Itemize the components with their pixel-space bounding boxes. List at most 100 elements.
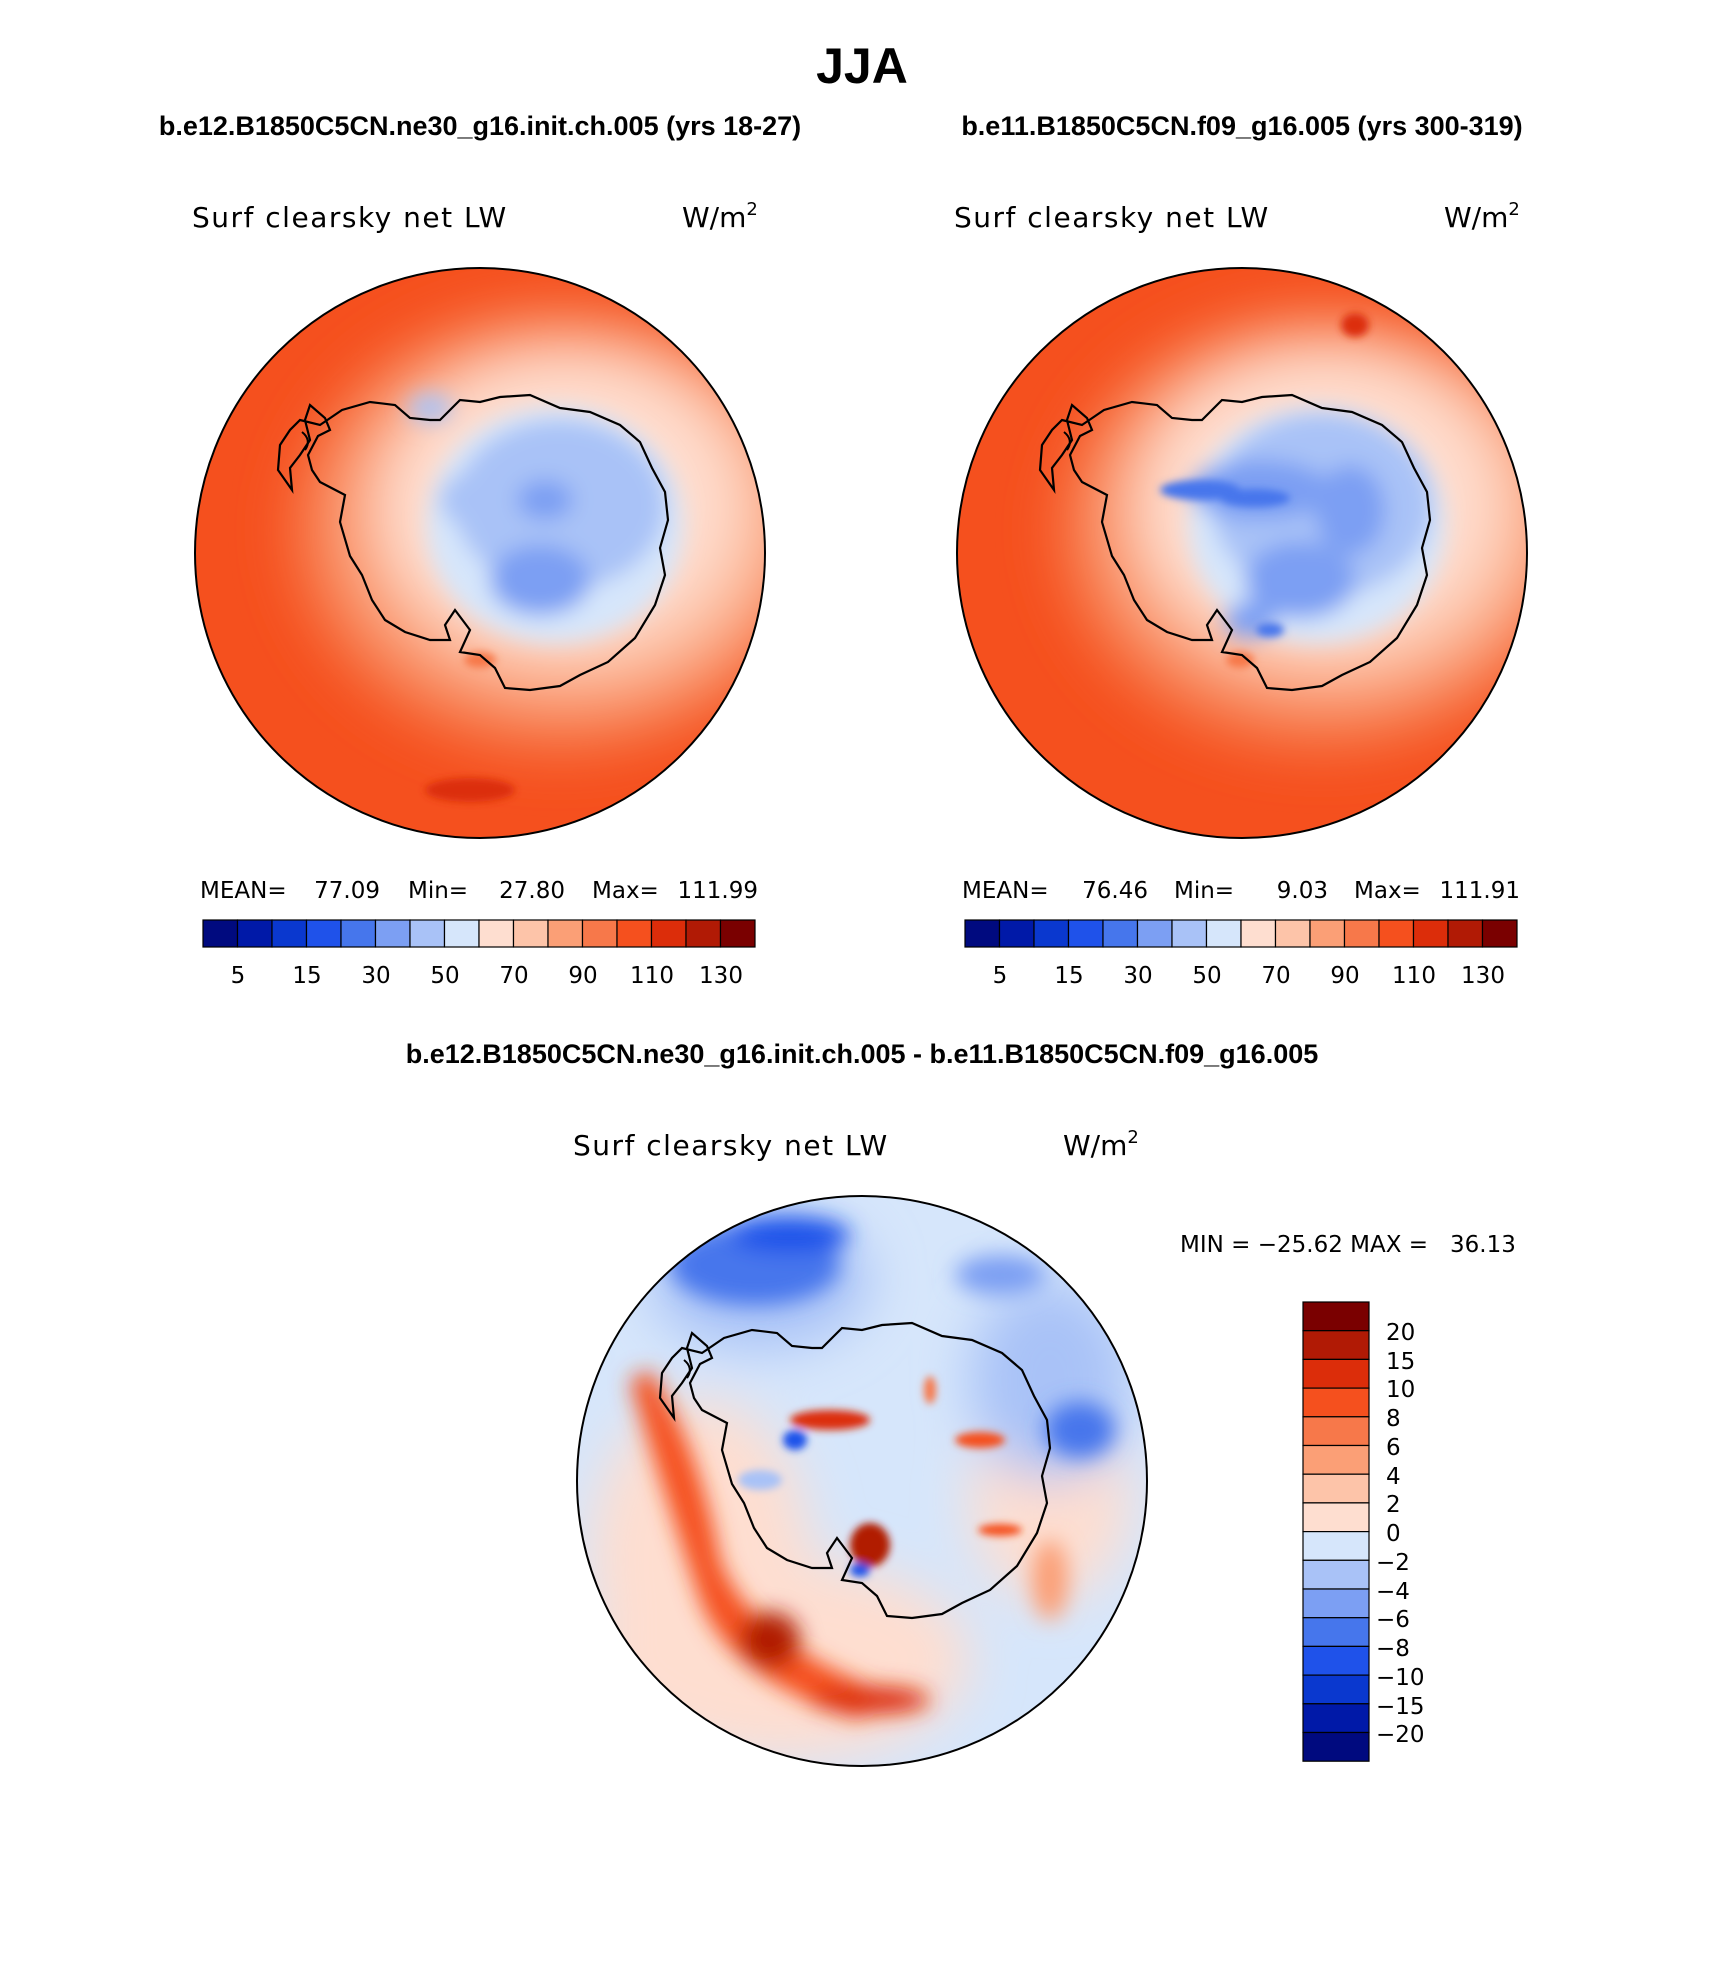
panel-right-tick: 130 bbox=[1461, 963, 1505, 989]
difference-tick: 10 bbox=[1386, 1377, 1415, 1403]
colorbar-swatch bbox=[1033, 919, 1070, 948]
colorbar-swatch bbox=[1412, 919, 1449, 948]
panel-right-variable-label: Surf clearsky net LW bbox=[954, 201, 1270, 234]
panel-left-tick: 5 bbox=[231, 963, 246, 989]
panel-right-tick: 110 bbox=[1392, 963, 1436, 989]
colorbar-swatch bbox=[1302, 1473, 1370, 1504]
panel-right-tick: 15 bbox=[1054, 963, 1083, 989]
colorbar-swatch bbox=[1447, 919, 1484, 948]
colorbar-swatch bbox=[1067, 919, 1104, 948]
colorbar-swatch bbox=[271, 919, 308, 948]
colorbar-swatch bbox=[685, 919, 722, 948]
panel-left-tick: 90 bbox=[568, 963, 597, 989]
difference-tick: −15 bbox=[1376, 1694, 1425, 1720]
difference-tick: −20 bbox=[1376, 1722, 1425, 1748]
colorbar-swatch bbox=[547, 919, 584, 948]
panel-left-tick: 70 bbox=[499, 963, 528, 989]
colorbar-swatch bbox=[1302, 1416, 1370, 1447]
panel-left-map-border bbox=[194, 267, 766, 839]
panel-left-min-label: Min= bbox=[408, 878, 468, 904]
colorbar-swatch bbox=[202, 919, 239, 948]
panel-left-tick: 50 bbox=[430, 963, 459, 989]
difference-tick: −8 bbox=[1376, 1636, 1410, 1662]
colorbar-swatch bbox=[581, 919, 618, 948]
panel-right-min-value: 9.03 bbox=[1277, 878, 1328, 904]
panel-left-max-label: Max= bbox=[592, 878, 659, 904]
colorbar-swatch bbox=[719, 919, 756, 948]
colorbar-swatch bbox=[1302, 1444, 1370, 1475]
difference-tick: 6 bbox=[1386, 1435, 1401, 1461]
difference-tick: −10 bbox=[1376, 1665, 1425, 1691]
panel-left-peninsula bbox=[301, 431, 309, 451]
panel-right-max-value: 111.91 bbox=[1440, 878, 1520, 904]
panel-left-tick: 130 bbox=[699, 963, 743, 989]
difference-units: W/m2 bbox=[1063, 1127, 1139, 1162]
panel-left-tick: 15 bbox=[292, 963, 321, 989]
panel-right-coastline bbox=[1038, 393, 1432, 692]
colorbar-swatch bbox=[1378, 919, 1415, 948]
difference-peninsula bbox=[683, 1359, 691, 1379]
colorbar-swatch bbox=[340, 919, 377, 948]
panel-right-colorbar-ticks: 5 15 30 50 70 90 110 130 bbox=[993, 963, 1505, 989]
difference-tick: −2 bbox=[1376, 1550, 1410, 1576]
panel-right-tick: 5 bbox=[993, 963, 1008, 989]
colorbar-swatch bbox=[1240, 919, 1277, 948]
colorbar-swatch bbox=[1343, 919, 1380, 948]
difference-tick: 0 bbox=[1386, 1521, 1401, 1547]
difference-map-border bbox=[576, 1195, 1148, 1767]
panel-right-map-border bbox=[956, 267, 1528, 839]
colorbar-swatch bbox=[1102, 919, 1139, 948]
colorbar-swatch bbox=[478, 919, 515, 948]
colorbar-swatch bbox=[1302, 1703, 1370, 1734]
panel-left-map bbox=[195, 268, 765, 838]
panel-left-case-title: b.e12.B1850C5CN.ne30_g16.init.ch.005 (yr… bbox=[159, 111, 801, 141]
colorbar-swatch bbox=[650, 919, 687, 948]
figure-title: JJA bbox=[816, 38, 908, 94]
colorbar-swatch bbox=[1302, 1588, 1370, 1619]
panel-left-mean-label: MEAN= bbox=[200, 878, 287, 904]
difference-tick: −4 bbox=[1376, 1579, 1410, 1605]
colorbar-swatch bbox=[374, 919, 411, 948]
panel-right-tick: 70 bbox=[1261, 963, 1290, 989]
panel-left-stats: MEAN= 77.09 Min= 27.80 Max= 111.99 bbox=[200, 878, 758, 904]
panel-right-case-title: b.e11.B1850C5CN.f09_g16.005 (yrs 300-319… bbox=[961, 111, 1522, 141]
colorbar-swatch bbox=[1302, 1559, 1370, 1590]
panel-left-tick: 110 bbox=[630, 963, 674, 989]
panel-right-mean-value: 76.46 bbox=[1082, 878, 1148, 904]
colorbar-swatch bbox=[1274, 919, 1311, 948]
panel-left-tick: 30 bbox=[361, 963, 390, 989]
panel-difference: b.e12.B1850C5CN.ne30_g16.init.ch.005 - b… bbox=[406, 1039, 1516, 1767]
difference-tick: 4 bbox=[1386, 1464, 1401, 1490]
colorbar-swatch bbox=[1302, 1617, 1370, 1647]
difference-variable-label: Surf clearsky net LW bbox=[573, 1129, 889, 1162]
panel-right-tick: 30 bbox=[1123, 963, 1152, 989]
panel-right-peninsula bbox=[1063, 431, 1071, 451]
panel-right-stats: MEAN= 76.46 Min= 9.03 Max= 111.91 bbox=[962, 878, 1520, 904]
panel-left-units: W/m2 bbox=[682, 199, 758, 234]
colorbar-swatch bbox=[443, 919, 480, 948]
colorbar-swatch bbox=[1302, 1387, 1370, 1418]
colorbar-swatch bbox=[616, 919, 653, 948]
difference-tick: 20 bbox=[1386, 1320, 1415, 1346]
colorbar-swatch bbox=[1171, 919, 1208, 948]
panel-left-colorbar-ticks: 5 15 30 50 70 90 110 130 bbox=[231, 963, 743, 989]
panel-left-mean-value: 77.09 bbox=[314, 878, 380, 904]
panel-left-variable-label: Surf clearsky net LW bbox=[192, 201, 508, 234]
colorbar-swatch bbox=[236, 919, 273, 948]
colorbar-swatch bbox=[1302, 1358, 1370, 1389]
difference-map bbox=[577, 1196, 1147, 1766]
panel-right-mean-label: MEAN= bbox=[962, 878, 1049, 904]
colorbar-swatch bbox=[409, 919, 446, 948]
difference-tick: 8 bbox=[1386, 1406, 1401, 1432]
difference-colorbar bbox=[1302, 1301, 1370, 1762]
panel-left-colorbar bbox=[202, 919, 756, 948]
colorbar-swatch bbox=[1481, 919, 1518, 948]
difference-coastline bbox=[658, 1321, 1052, 1620]
panel-right-max-label: Max= bbox=[1354, 878, 1421, 904]
panel-left-max-value: 111.99 bbox=[678, 878, 758, 904]
colorbar-swatch bbox=[1302, 1502, 1370, 1533]
panel-right-colorbar bbox=[964, 919, 1518, 948]
colorbar-swatch bbox=[998, 919, 1035, 948]
difference-tick: −6 bbox=[1376, 1607, 1410, 1633]
